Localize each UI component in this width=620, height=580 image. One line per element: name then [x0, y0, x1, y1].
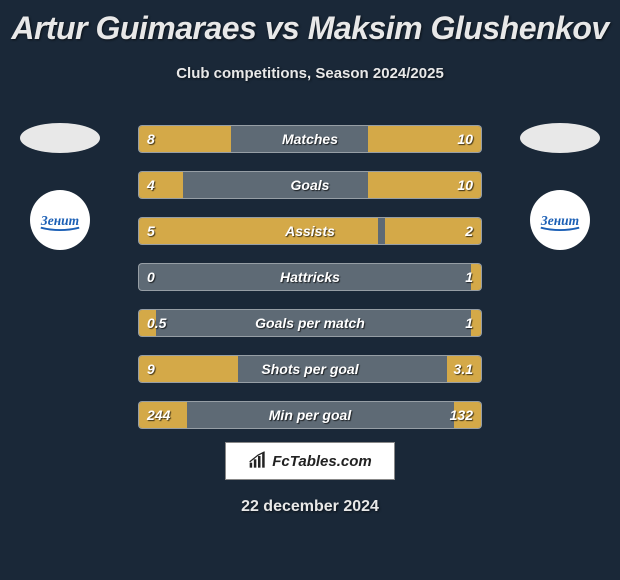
zenit-logo-icon: Зенит	[36, 196, 84, 244]
stat-label: Hattricks	[139, 264, 481, 290]
stat-label: Min per goal	[139, 402, 481, 428]
player-right-club-badge: Зенит	[530, 190, 590, 250]
stat-row: 93.1Shots per goal	[138, 355, 482, 383]
brand-text: FcTables.com	[272, 453, 371, 470]
comparison-title: Artur Guimaraes vs Maksim Glushenkov	[0, 0, 620, 47]
stat-row: 244132Min per goal	[138, 401, 482, 429]
stat-label: Matches	[139, 126, 481, 152]
zenit-logo-icon: Зенит	[536, 196, 584, 244]
stat-row: 810Matches	[138, 125, 482, 153]
stat-label: Goals	[139, 172, 481, 198]
stat-row: 01Hattricks	[138, 263, 482, 291]
svg-text:Зенит: Зенит	[540, 213, 579, 228]
stats-bar-chart: 810Matches 410Goals 52Assists 01Hattricks 0.…	[138, 125, 482, 447]
comparison-subtitle: Club competitions, Season 2024/2025	[0, 65, 620, 82]
stat-row: 410Goals	[138, 171, 482, 199]
player-left-avatar	[20, 123, 100, 153]
player-left-club-badge: Зенит	[30, 190, 90, 250]
stat-label: Assists	[139, 218, 481, 244]
comparison-date: 22 december 2024	[0, 498, 620, 516]
stat-label: Shots per goal	[139, 356, 481, 382]
stat-row: 0.51Goals per match	[138, 309, 482, 337]
svg-text:Зенит: Зенит	[40, 213, 79, 228]
stat-label: Goals per match	[139, 310, 481, 336]
brand-attribution: FcTables.com	[225, 442, 395, 480]
player-right-avatar	[520, 123, 600, 153]
stat-row: 52Assists	[138, 217, 482, 245]
bar-chart-icon	[248, 451, 268, 471]
